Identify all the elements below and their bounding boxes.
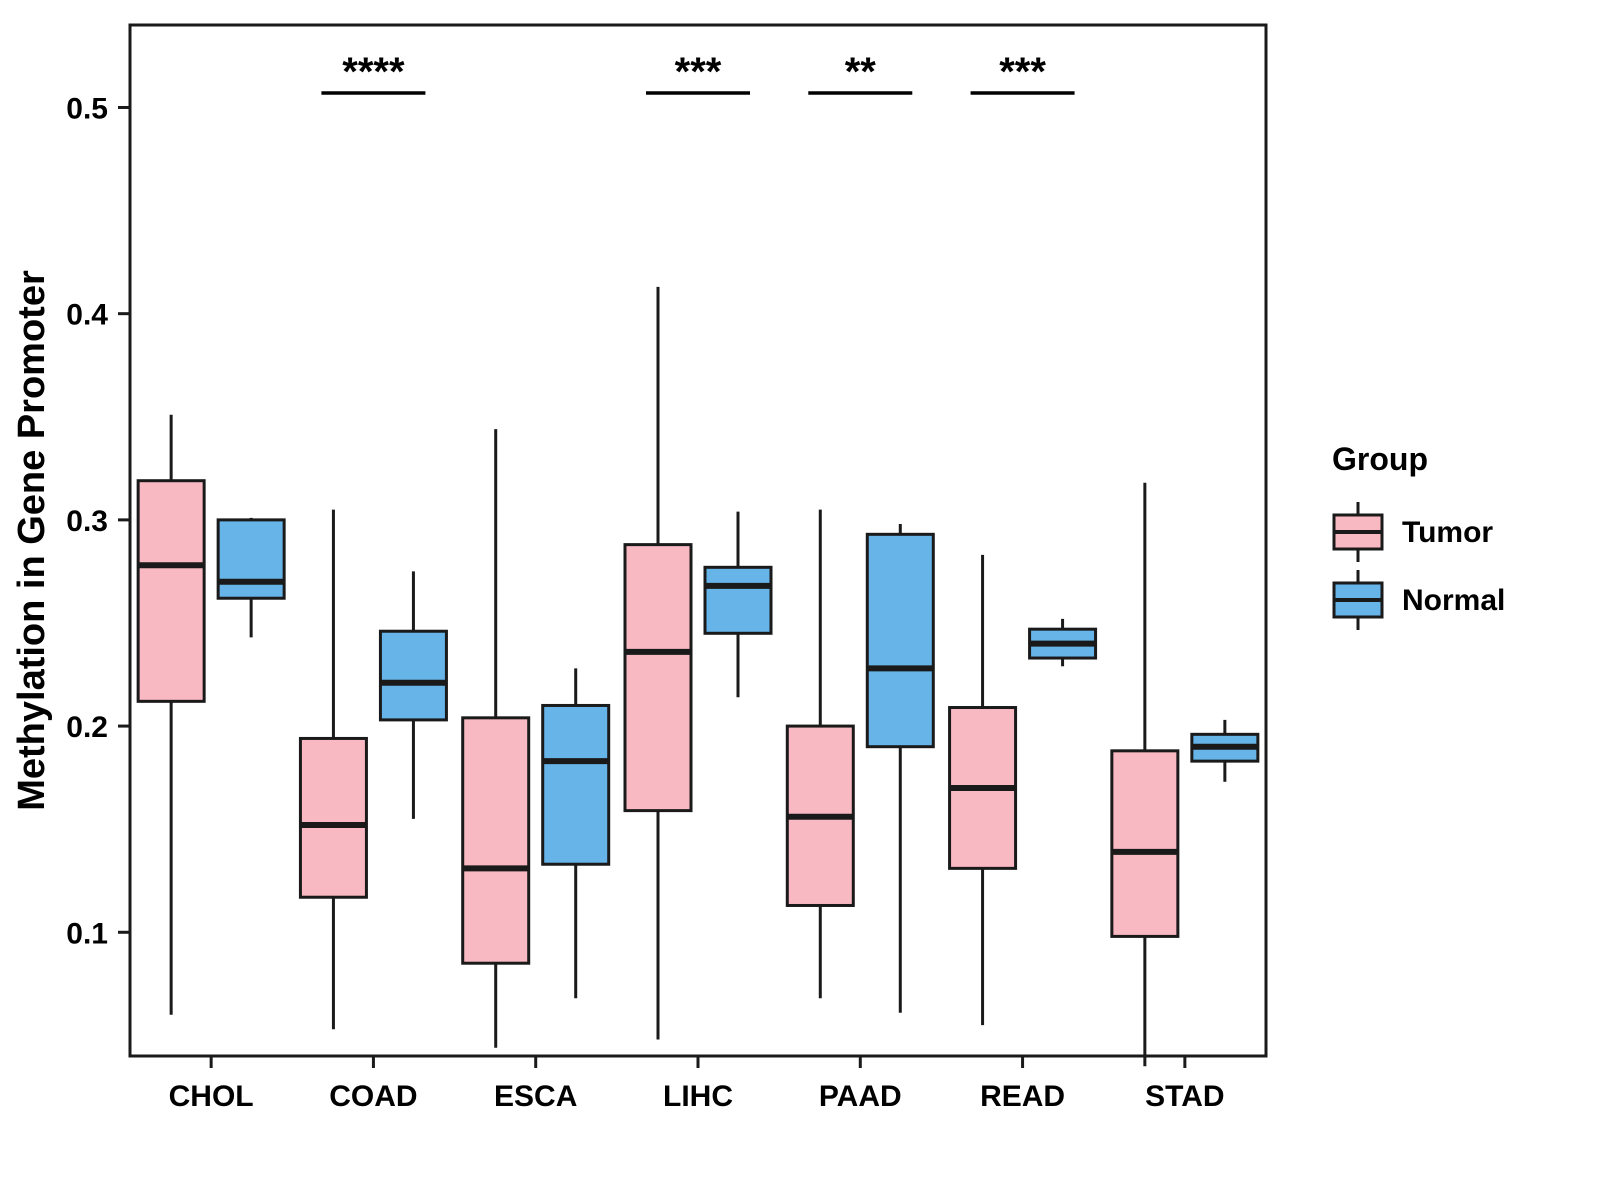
y-tick-label-0.4: 0.4: [66, 299, 108, 332]
panel-border: [128, 23, 1268, 1058]
box-PAAD-Normal: [865, 532, 935, 749]
y-axis-title: Methylation in Gene Promoter: [11, 270, 53, 811]
box-COAD-Normal: [378, 629, 448, 722]
y-tick-label-0.1: 0.1: [66, 917, 108, 950]
y-tick-label-0.5: 0.5: [66, 92, 108, 125]
y-tick-label-0.3: 0.3: [66, 505, 108, 538]
x-tick-label-STAD: STAD: [1145, 1080, 1224, 1113]
legend-label-Normal: Normal: [1402, 584, 1505, 617]
x-tick-label-COAD: COAD: [329, 1080, 417, 1113]
x-tick-label-CHOL: CHOL: [169, 1080, 254, 1113]
significance-label-PAAD: **: [845, 50, 877, 94]
box-ESCA-Tumor: [461, 716, 531, 965]
x-tick-label-LIHC: LIHC: [663, 1080, 733, 1113]
box-STAD-Tumor: [1110, 749, 1180, 938]
significance-label-COAD: ****: [342, 50, 405, 94]
y-tick-label-0.2: 0.2: [66, 711, 108, 744]
box-COAD-Tumor: [298, 736, 368, 899]
box-ESCA-Normal: [541, 703, 611, 866]
legend-label-Tumor: Tumor: [1402, 516, 1493, 549]
significance-label-LIHC: ***: [675, 50, 722, 94]
legend-title: Group: [1332, 441, 1428, 477]
box-CHOL-Normal: [216, 518, 286, 600]
x-tick-label-ESCA: ESCA: [494, 1080, 577, 1113]
box-CHOL-Tumor: [136, 479, 206, 703]
x-tick-label-PAAD: PAAD: [819, 1080, 902, 1113]
box-LIHC-Tumor: [623, 543, 693, 813]
significance-label-READ: ***: [999, 50, 1046, 94]
x-tick-label-READ: READ: [980, 1080, 1065, 1113]
box-LIHC-Normal: [703, 565, 773, 635]
